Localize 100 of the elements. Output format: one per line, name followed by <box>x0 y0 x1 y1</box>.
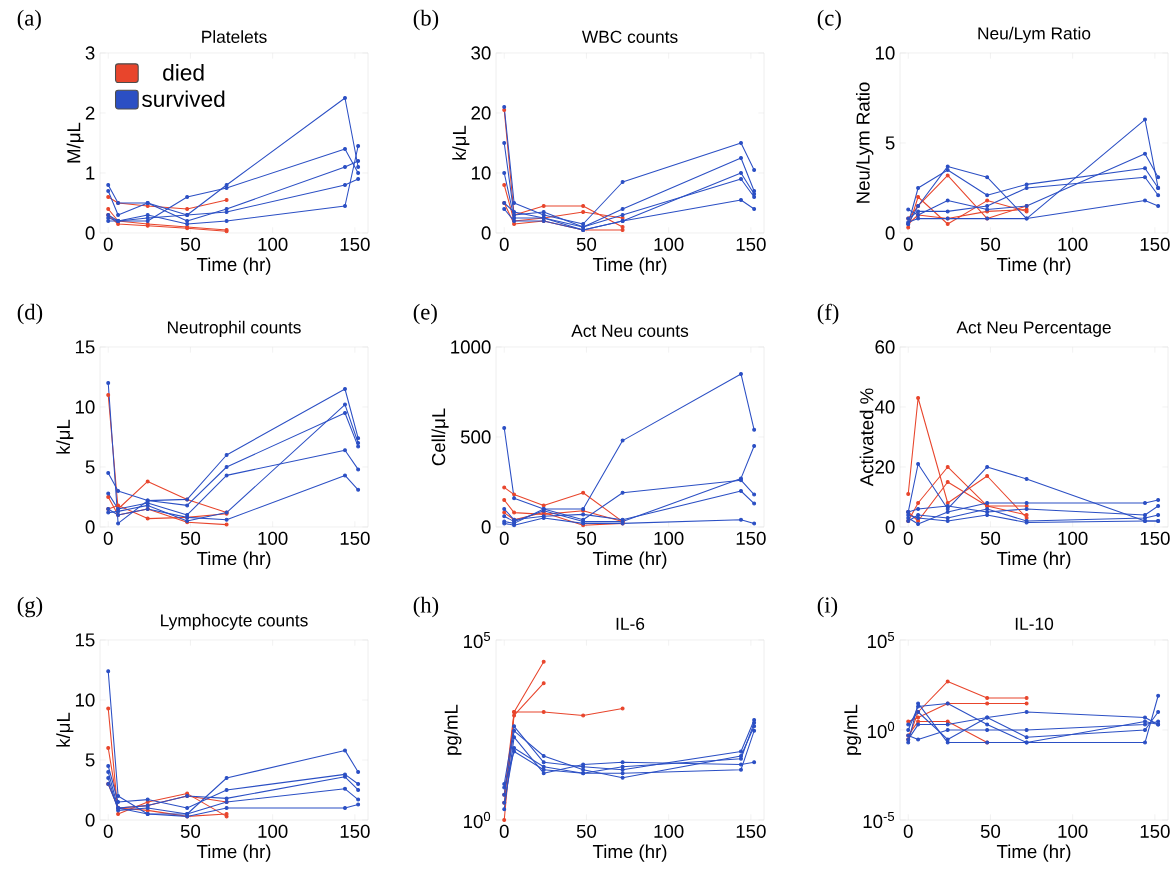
y-axis-title: pg/mL <box>843 704 862 755</box>
x-tick-label: 0 <box>103 237 113 251</box>
y-axis-title: k/μL <box>56 419 74 454</box>
y-tick-label: 10 <box>75 693 95 707</box>
x-tick-label: 100 <box>258 531 288 545</box>
text: (a) <box>17 9 41 31</box>
x-tick-label: 50 <box>576 824 597 838</box>
y-axis-title: Cell/μL <box>431 408 449 466</box>
y-tick-label: 0 <box>85 520 95 534</box>
chart-title: Platelets <box>202 30 267 43</box>
x-tick-label: 100 <box>258 237 288 251</box>
y-tick-label: 20 <box>471 106 491 120</box>
y-axis-title: Neu/Lym Ratio <box>855 82 874 203</box>
x-axis-title: Time (hr) <box>196 844 271 862</box>
x-tick-label: 150 <box>340 824 370 838</box>
x-tick-label: 0 <box>499 531 509 545</box>
x-tick-label: 50 <box>980 237 1001 251</box>
x-axis-title: Time (hr) <box>996 257 1071 275</box>
x-tick-label: 50 <box>180 237 201 251</box>
x-axis-title: Time (hr) <box>592 551 667 569</box>
chart-title: WBC counts <box>581 30 678 43</box>
chart-title: Act Neu Percentage <box>956 321 1111 337</box>
y-tick-label: 500 <box>460 430 491 444</box>
y-axis-title: k/μL <box>452 125 470 160</box>
chart-title: Lymphocyte counts <box>161 613 308 630</box>
text: (i) <box>817 596 838 618</box>
text: (g) <box>17 596 43 618</box>
chart-title: Neutrophil counts <box>167 320 301 337</box>
x-tick-label: 50 <box>980 531 1001 545</box>
y-tick-label: 60 <box>875 340 895 354</box>
x-tick-label: 0 <box>103 824 113 838</box>
legend-label: survived <box>142 90 225 108</box>
y-tick-label: 0 <box>481 520 491 534</box>
y-axis-title: pg/mL <box>444 704 462 755</box>
y-tick-label: 0 <box>85 813 95 827</box>
y-tick-label: 5 <box>85 753 95 767</box>
chart-title: IL-10 <box>1015 617 1054 630</box>
legend-label: died <box>163 64 204 81</box>
x-tick-label: 100 <box>654 237 684 251</box>
x-axis-title: Time (hr) <box>592 844 667 862</box>
y-tick-label: 20 <box>875 460 895 474</box>
y-tick-label: 2 <box>85 106 95 120</box>
x-tick-label: 100 <box>1058 237 1088 251</box>
x-tick-label: 0 <box>499 824 509 838</box>
y-tick-label: 1000 <box>451 340 491 354</box>
y-tick-label: 40 <box>874 400 895 414</box>
y-axis-title: M/μL <box>66 122 84 163</box>
x-axis-title: Time (hr) <box>196 257 271 275</box>
x-tick-label: 150 <box>1140 237 1170 251</box>
x-tick-label: 0 <box>903 237 913 251</box>
x-tick-label: 0 <box>499 237 509 251</box>
y-tick-label: 10$^{5}$ <box>464 631 491 649</box>
y-tick-label: 10$^{0}$ <box>464 811 491 829</box>
x-tick-label: 150 <box>736 237 766 251</box>
x-tick-label: 100 <box>1058 824 1088 838</box>
x-axis-title: Time (hr) <box>996 551 1071 569</box>
y-tick-label: 10 <box>471 166 491 180</box>
text: (f) <box>817 303 839 325</box>
x-axis-title: Time (hr) <box>592 257 667 275</box>
x-tick-label: 0 <box>903 824 913 838</box>
x-axis-title: Time (hr) <box>996 844 1071 862</box>
y-tick-label: 10 <box>875 46 895 60</box>
y-axis-title: Activated % <box>859 388 874 487</box>
x-tick-label: 100 <box>1058 531 1088 545</box>
chart-title: Act Neu counts <box>571 324 689 337</box>
y-tick-label: 0 <box>85 226 95 240</box>
y-axis-title: k/μL <box>56 712 74 747</box>
x-tick-label: 50 <box>180 824 201 838</box>
text: (b) <box>413 9 439 31</box>
x-tick-label: 100 <box>654 824 684 838</box>
text: (c) <box>817 9 841 31</box>
x-tick-label: 50 <box>180 531 201 545</box>
y-tick-label: 3 <box>85 46 95 60</box>
y-tick-label: 0 <box>885 226 895 240</box>
x-tick-label: 150 <box>1140 824 1170 838</box>
x-tick-label: 150 <box>736 531 766 545</box>
x-tick-label: 0 <box>103 531 113 545</box>
y-tick-label: 15 <box>75 340 95 354</box>
y-tick-label: 0 <box>885 520 895 534</box>
y-tick-label: 30 <box>471 46 491 60</box>
y-tick-label: 10$^{-5}$ <box>863 811 895 829</box>
y-tick-label: 10$^{0}$ <box>868 721 895 739</box>
y-tick-label: 0 <box>481 226 491 240</box>
text: (e) <box>413 303 437 325</box>
text: (d) <box>17 303 43 325</box>
y-tick-label: 15 <box>75 633 95 647</box>
x-tick-label: 150 <box>1140 531 1170 545</box>
x-tick-label: 50 <box>576 237 597 251</box>
text: (h) <box>413 596 439 618</box>
x-tick-label: 150 <box>340 531 370 545</box>
y-tick-label: 10 <box>75 400 95 414</box>
x-axis-title: Time (hr) <box>196 551 271 569</box>
x-tick-label: 100 <box>258 824 288 838</box>
chart-title: Neu/Lym Ratio <box>978 26 1091 43</box>
x-tick-label: 50 <box>576 531 597 545</box>
y-tick-label: 1 <box>86 166 95 180</box>
y-tick-label: 5 <box>85 460 95 474</box>
y-tick-label: 5 <box>885 136 895 150</box>
x-tick-label: 0 <box>903 531 913 545</box>
x-tick-label: 100 <box>654 531 684 545</box>
